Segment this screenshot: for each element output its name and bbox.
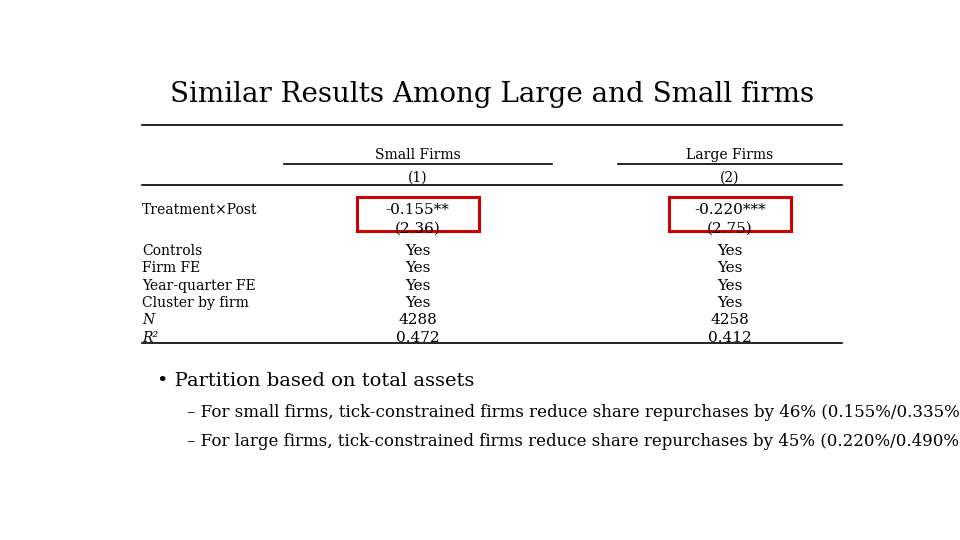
Text: -0.155**: -0.155** (386, 203, 449, 217)
Text: 4258: 4258 (710, 313, 750, 327)
Text: 4288: 4288 (398, 313, 437, 327)
Text: • Partition based on total assets: • Partition based on total assets (157, 373, 474, 390)
Text: Yes: Yes (405, 261, 430, 275)
Text: Yes: Yes (717, 261, 743, 275)
Text: Yes: Yes (405, 279, 430, 293)
Text: 0.472: 0.472 (396, 331, 440, 345)
Text: N: N (142, 313, 155, 327)
Text: (2.36): (2.36) (395, 222, 441, 236)
Text: Yes: Yes (717, 279, 743, 293)
Text: – For small firms, tick-constrained firms reduce share repurchases by 46% (0.155: – For small firms, tick-constrained firm… (187, 404, 960, 421)
Text: Cluster by firm: Cluster by firm (142, 296, 250, 310)
Text: Treatment×Post: Treatment×Post (142, 203, 258, 217)
Text: Year-quarter FE: Year-quarter FE (142, 279, 256, 293)
Text: 0.412: 0.412 (708, 331, 752, 345)
Text: (1): (1) (408, 171, 427, 185)
Text: (2): (2) (720, 171, 740, 185)
Text: -0.220***: -0.220*** (694, 203, 766, 217)
Text: Yes: Yes (405, 244, 430, 258)
Text: – For large firms, tick-constrained firms reduce share repurchases by 45% (0.220: – For large firms, tick-constrained firm… (187, 433, 960, 450)
Text: Yes: Yes (717, 296, 743, 310)
Text: (2.75): (2.75) (708, 222, 753, 236)
Text: Firm FE: Firm FE (142, 261, 201, 275)
Text: Similar Results Among Large and Small firms: Similar Results Among Large and Small fi… (170, 82, 814, 109)
Text: Controls: Controls (142, 244, 203, 258)
Text: R²: R² (142, 331, 158, 345)
Text: Yes: Yes (405, 296, 430, 310)
Text: Small Firms: Small Firms (374, 148, 461, 162)
Text: Large Firms: Large Firms (686, 148, 774, 162)
Text: Yes: Yes (717, 244, 743, 258)
